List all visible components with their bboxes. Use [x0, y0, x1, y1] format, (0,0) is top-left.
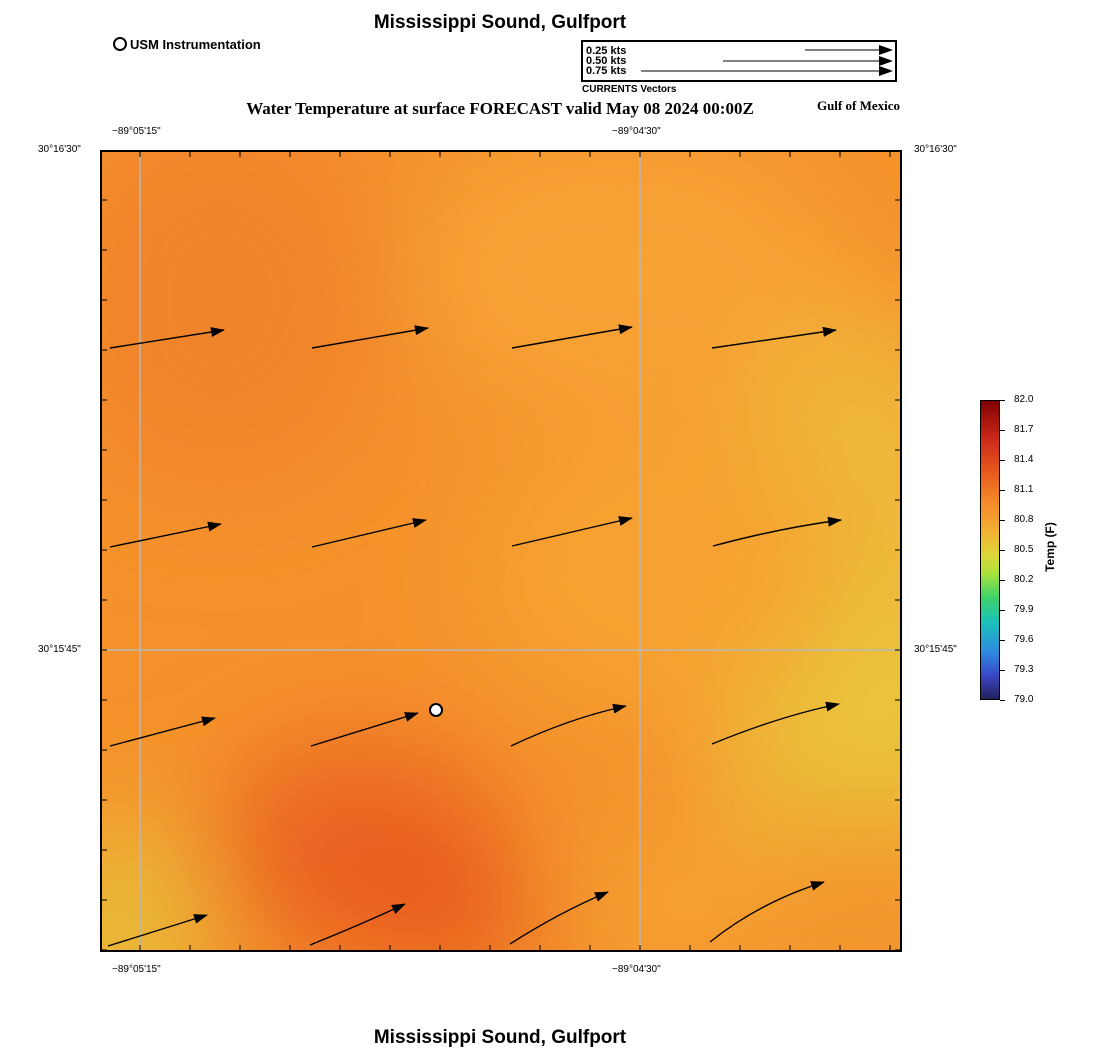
- current-vectors: [107, 324, 842, 947]
- footer-title: Mississippi Sound, Gulfport: [373, 1027, 627, 1048]
- current-vector: [109, 716, 216, 747]
- station-legend-label: USM Instrumentation: [130, 37, 261, 52]
- colorbar-tick: [1000, 430, 1005, 431]
- colorbar-tick-label: 79.0: [1014, 694, 1034, 705]
- current-vector: [107, 914, 208, 947]
- current-vector: [311, 518, 427, 548]
- colorbar-tick-label: 80.2: [1014, 574, 1034, 585]
- colorbar-tick-label: 80.8: [1014, 514, 1034, 525]
- colorbar-tick: [1000, 580, 1005, 581]
- temperature-field: [100, 150, 902, 952]
- station-legend: USM Instrumentation: [113, 37, 261, 52]
- vector-legend-entry: 0.50 kts: [586, 55, 627, 67]
- colorbar-tick-label: 82.0: [1014, 394, 1034, 405]
- lon-label-bottom-1: −89°05'15": [112, 964, 161, 975]
- lon-label-bottom-2: −89°04'30": [612, 964, 661, 975]
- lon-label-top-2: −89°04'30": [612, 126, 661, 137]
- region-label: Gulf of Mexico: [816, 98, 900, 113]
- lon-label-top-1: −89°05'15": [112, 126, 161, 137]
- vector-legend-caption: CURRENTS Vectors: [582, 84, 677, 95]
- colorbar-tick-label: 80.5: [1014, 544, 1034, 555]
- temperature-map: [100, 150, 902, 952]
- frame-ticks: [101, 150, 901, 951]
- colorbar-tick-label: 81.4: [1014, 454, 1034, 465]
- colorbar-tick: [1000, 610, 1005, 611]
- current-vector: [310, 712, 419, 747]
- colorbar-tick: [1000, 700, 1005, 701]
- current-vector: [311, 325, 429, 349]
- vector-legend-entry: 0.75 kts: [586, 65, 627, 77]
- current-vector: [511, 516, 633, 547]
- colorbar-tick: [1000, 670, 1005, 671]
- lat-label-right-1: 30°16'30": [914, 144, 957, 155]
- current-vector: [509, 891, 609, 945]
- current-vector: [511, 324, 633, 349]
- colorbar-tick: [1000, 640, 1005, 641]
- current-vector: [109, 521, 222, 548]
- colorbar-label: Temp (F): [1043, 522, 1057, 572]
- lat-label-left-2: 30°15'45": [38, 644, 81, 655]
- map-subtitle: Water Temperature at surface FORECAST va…: [246, 99, 754, 118]
- usm-station-marker[interactable]: [429, 703, 443, 717]
- current-vector: [109, 327, 225, 349]
- colorbar-tick: [1000, 400, 1005, 401]
- map-border: [100, 150, 902, 952]
- vector-legend-entry: 0.25 kts: [586, 45, 627, 57]
- map-title: Mississippi Sound, Gulfport: [373, 12, 627, 33]
- vector-legend-arrows: [641, 45, 893, 76]
- current-vector: [309, 903, 406, 946]
- current-vector: [711, 326, 837, 349]
- station-marker-icon: [113, 37, 127, 51]
- vector-legend: 0.25 kts 0.50 kts 0.75 kts: [581, 40, 897, 82]
- current-vector: [711, 701, 840, 745]
- current-vector: [510, 703, 627, 747]
- current-vector: [712, 516, 842, 547]
- colorbar-tick-label: 81.1: [1014, 484, 1034, 495]
- arrowhead-icon: [879, 56, 893, 66]
- graticule: [100, 150, 902, 952]
- colorbar-tick: [1000, 520, 1005, 521]
- colorbar-tick-label: 81.7: [1014, 424, 1034, 435]
- colorbar-tick: [1000, 460, 1005, 461]
- arrowhead-icon: [879, 66, 893, 76]
- lat-label-left-1: 30°16'30": [38, 144, 81, 155]
- colorbar-tick-label: 79.6: [1014, 634, 1034, 645]
- arrowhead-icon: [879, 45, 893, 55]
- lat-label-right-2: 30°15'45": [914, 644, 957, 655]
- colorbar-tick-label: 79.3: [1014, 664, 1034, 675]
- colorbar-tick: [1000, 550, 1005, 551]
- temperature-colorbar: [980, 400, 1000, 700]
- colorbar-tick-label: 79.9: [1014, 604, 1034, 615]
- colorbar-tick: [1000, 490, 1005, 491]
- current-vector: [709, 881, 825, 943]
